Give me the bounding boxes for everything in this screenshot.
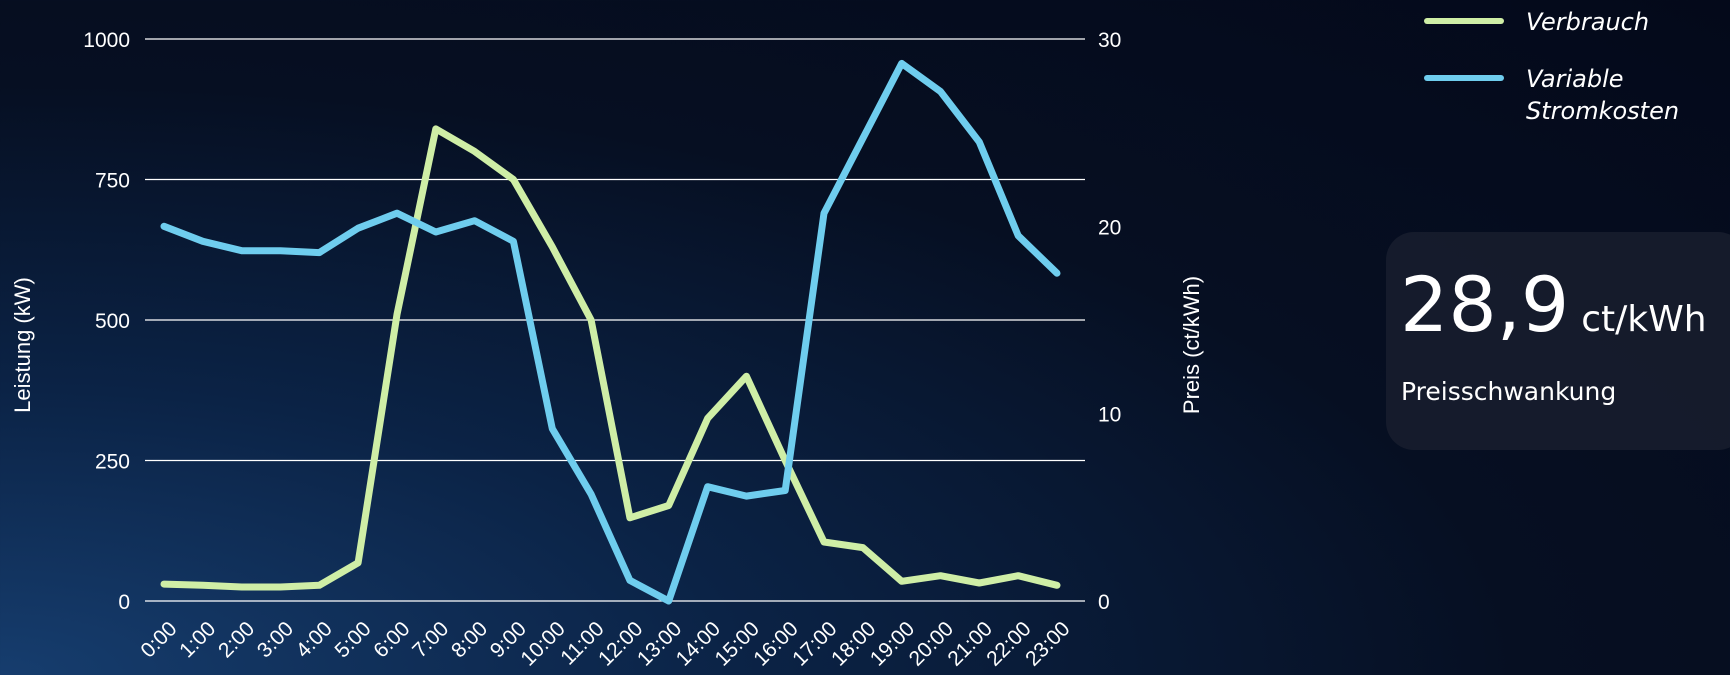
series-line-verbrauch — [160, 125, 1061, 591]
legend-swatch-verbrauch — [1424, 18, 1504, 24]
x-tick-label: 19:00 — [866, 617, 919, 670]
right-axis-title-wrap: Preis (ct/kWh) — [1179, 276, 1204, 414]
series-line-variable-stromkosten — [160, 59, 1061, 605]
stat-value-row: 28,9 ct/kWh — [1400, 260, 1707, 350]
x-tick-label: 10:00 — [516, 617, 569, 670]
left-tick-label: 250 — [95, 451, 130, 474]
left-tick-label: 750 — [95, 170, 130, 193]
x-tick-label: 8:00 — [447, 617, 492, 662]
left-tick-label: 0 — [118, 591, 130, 614]
right-tick-label: 0 — [1098, 591, 1110, 614]
legend-label-stromkosten: Variable Stromkosten — [1526, 65, 1680, 125]
series-lines — [160, 59, 1061, 605]
right-axis-ticks: 0 10 20 30 — [1098, 29, 1121, 614]
x-tick-label: 16:00 — [749, 617, 802, 670]
left-tick-label: 500 — [95, 310, 130, 333]
x-axis-ticks: 0:001:002:003:004:005:006:007:008:009:00… — [136, 617, 1074, 670]
x-tick-label: 7:00 — [408, 617, 453, 662]
gridlines — [145, 38, 1085, 602]
stat-unit: ct/kWh — [1581, 299, 1707, 340]
x-tick-label: 6:00 — [369, 617, 414, 662]
x-tick-label: 12:00 — [594, 617, 647, 670]
x-tick-label: 14:00 — [672, 617, 725, 670]
left-axis-title: Leistung (kW) — [10, 277, 35, 413]
x-tick-label: 22:00 — [982, 617, 1035, 670]
legend-item-stromkosten: Variable Stromkosten — [1424, 63, 1716, 127]
x-tick-label: 18:00 — [827, 617, 880, 670]
right-tick-label: 10 — [1098, 404, 1121, 427]
left-axis-ticks: 0 250 500 750 1000 — [83, 29, 130, 614]
legend-label-verbrauch: Verbrauch — [1526, 8, 1650, 36]
x-tick-label: 21:00 — [943, 617, 996, 670]
x-tick-label: 3:00 — [253, 617, 298, 662]
price-fluctuation-card: 28,9 ct/kWh Preisschwankung — [1386, 232, 1730, 450]
right-axis-title-text: Preis (ct/kWh) — [1179, 276, 1204, 414]
left-tick-label: 1000 — [83, 29, 130, 52]
line-chart: 0 250 500 750 1000 0 10 20 30 0:001:002:003:004… — [10, 29, 1121, 670]
stat-label: Preisschwankung — [1401, 377, 1617, 406]
x-tick-label: 1:00 — [175, 617, 220, 662]
x-tick-label: 4:00 — [292, 617, 337, 662]
legend-item-verbrauch: Verbrauch — [1424, 6, 1716, 38]
x-tick-label: 17:00 — [788, 617, 841, 670]
right-tick-label: 30 — [1098, 29, 1121, 52]
x-tick-label: 23:00 — [1021, 617, 1074, 670]
x-tick-label: 5:00 — [330, 617, 375, 662]
x-tick-label: 20:00 — [905, 617, 958, 670]
x-tick-label: 2:00 — [214, 617, 259, 662]
x-tick-label: 15:00 — [710, 617, 763, 670]
right-tick-label: 20 — [1098, 216, 1121, 239]
legend-swatch-stromkosten — [1424, 75, 1504, 81]
x-tick-label: 13:00 — [633, 617, 686, 670]
stat-value: 28,9 — [1400, 260, 1570, 349]
x-tick-label: 0:00 — [136, 617, 181, 662]
